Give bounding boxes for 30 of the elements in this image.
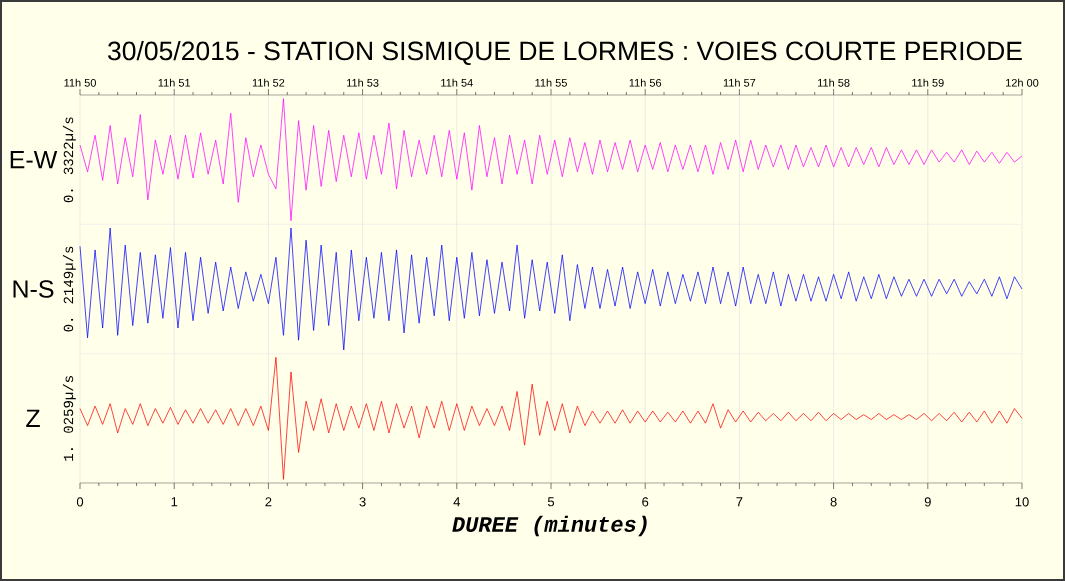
- chart-title: 30/05/2015 - STATION SISMIQUE DE LORMES : VOIES COURTE PERIODE: [108, 40, 1022, 66]
- x-tick-label: 6: [642, 497, 649, 507]
- x-tick-label: 5: [547, 497, 555, 507]
- x-tick-label: 7: [736, 497, 743, 507]
- x2-tick-label: 11h 58: [818, 78, 850, 87]
- x-tick-label: 10: [1015, 497, 1029, 507]
- x2-tick-label: 11h 56: [629, 78, 662, 87]
- series-label: N-S: [13, 280, 54, 298]
- y-axis-title: 1. 0259µ/s: [62, 376, 76, 461]
- x2-tick-label: 11h 54: [441, 78, 473, 87]
- y-axis-title: 0. 3322µ/s: [62, 117, 76, 203]
- x-tick-label: 1: [171, 497, 178, 507]
- x2-tick-label: 11h 51: [158, 78, 191, 87]
- x2-tick-label: 11h 55: [535, 78, 567, 87]
- x2-tick-label: 11h 59: [912, 78, 944, 87]
- x-tick-label: 8: [830, 497, 837, 507]
- series-label: E-W: [10, 151, 58, 169]
- x-tick-label: 0: [76, 497, 84, 507]
- x-tick-label: 4: [453, 497, 461, 507]
- x-tick-label: 9: [924, 497, 931, 507]
- x2-tick-label: 12h 00: [1006, 78, 1039, 87]
- x-axis-title: DUREE (minutes): [452, 515, 647, 537]
- x2-tick-label: 11h 50: [64, 78, 96, 87]
- y-axis-title: 0. 2149µ/s: [62, 246, 76, 332]
- x2-tick-label: 11h 53: [347, 78, 379, 87]
- x2-tick-label: 11h 52: [252, 78, 285, 87]
- x-tick-label: 3: [359, 497, 366, 507]
- x-tick-label: 2: [265, 497, 272, 507]
- x2-tick-label: 11h 57: [723, 78, 756, 87]
- series-label: Z: [26, 409, 40, 427]
